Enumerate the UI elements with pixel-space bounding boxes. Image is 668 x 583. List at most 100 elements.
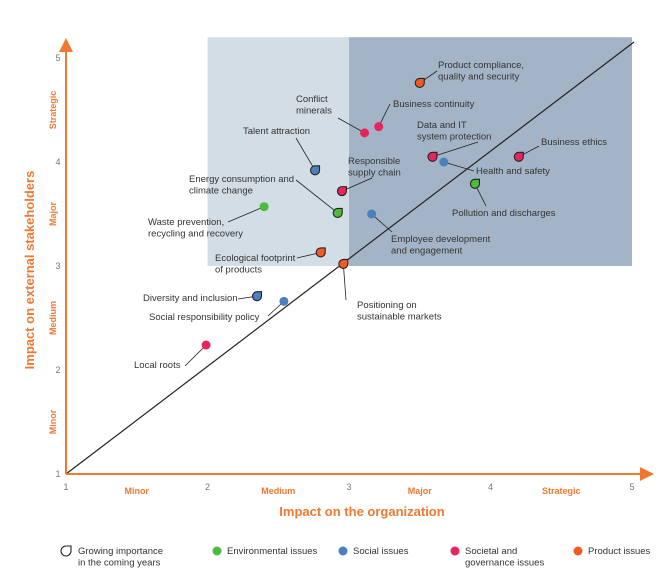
issue-point (267, 296, 289, 317)
issue-label: Talent attraction (243, 126, 310, 137)
issue-label-line: climate change (189, 185, 253, 196)
issue-label-line: Energy consumption and (189, 174, 294, 185)
issue-point (295, 137, 321, 176)
issue-label: Diversity and inclusion (143, 293, 238, 304)
issue-point (414, 70, 438, 88)
legend-societal-label: Societal and governance issues (465, 546, 544, 568)
issue-label-line: Responsible (348, 156, 400, 167)
x-category-label-line: Major (408, 486, 433, 496)
y-tick-label-line: 4 (55, 157, 60, 167)
issue-label-line: Conflict (296, 94, 328, 105)
x-tick-label: 3 (346, 482, 351, 492)
legend-product-label-line: Product issues (588, 546, 651, 557)
issue-label-line: of products (215, 264, 262, 275)
legend-societal-marker (450, 546, 460, 556)
issue-label-line: Local roots (134, 360, 181, 371)
issue-label-line: Social responsibility policy (149, 312, 260, 323)
legend-product-label: Product issues (588, 546, 651, 557)
legend-societal-label-line: Societal and (465, 546, 517, 557)
y-tick-label: 2 (55, 365, 60, 375)
leader-line (295, 179, 338, 214)
x-category-label-line: Strategic (542, 486, 581, 496)
legend-growing-label: Growing importance in the coming years (78, 546, 163, 568)
issue-marker (201, 340, 211, 350)
y-axis-title: Impact on external stakeholders (22, 171, 37, 370)
issue-label-line: Employee development (391, 234, 491, 245)
leader-line (432, 141, 479, 158)
x-category-label: Medium (261, 486, 295, 496)
y-category-label-line: Medium (48, 301, 58, 335)
legend-social-label-line: Social issues (353, 546, 409, 557)
issue-label-line: recycling and recovery (148, 228, 243, 239)
legend-environmental-label-line: Environmental issues (227, 546, 318, 557)
issue-label: Responsible supply chain (348, 156, 401, 178)
legend-growing-label-line: Growing importance (78, 546, 163, 557)
issue-point (469, 178, 487, 207)
issue-label: Product compliance, quality and security (438, 60, 524, 82)
issue-label: Data and IT system protection (417, 120, 491, 142)
issue-marker (259, 202, 269, 212)
issue-point (338, 258, 349, 301)
issue-point (367, 209, 393, 233)
growing-issue-marker (414, 77, 425, 88)
issue-label: Social responsibility policy (149, 312, 260, 323)
y-category-label: Minor (48, 409, 58, 434)
issue-point (513, 145, 540, 162)
x-tick-label: 2 (205, 482, 210, 492)
legend-product-marker (573, 546, 583, 556)
issue-label: Employee development and engagement (391, 234, 491, 256)
issue-label-line: and engagement (391, 245, 463, 256)
issue-label: Local roots (134, 360, 181, 371)
issue-point (336, 177, 373, 197)
issue-label-line: Health and safety (476, 166, 550, 177)
issue-label: Business ethics (541, 137, 607, 148)
legend-environmental-marker (212, 546, 222, 556)
issue-label: Business continuity (393, 99, 475, 110)
x-category-label: Strategic (542, 486, 581, 496)
y-category-label-line: Minor (48, 409, 58, 434)
issue-label: Waste prevention, recycling and recovery (148, 217, 243, 239)
x-tick-label-line: 4 (488, 482, 493, 492)
x-tick-label-line: 1 (63, 482, 68, 492)
issue-label-line: sustainable markets (357, 311, 442, 322)
issue-label-line: minerals (296, 105, 332, 116)
x-category-label-line: Medium (261, 486, 295, 496)
legend-growing-label-line: in the coming years (78, 557, 161, 568)
y-category-label-line: Strategic (48, 91, 58, 130)
issue-label-line: Waste prevention, (148, 217, 224, 228)
issue-label-line: quality and security (438, 71, 520, 82)
leader-line (227, 206, 265, 223)
legend (60, 545, 583, 557)
growing-issue-marker (427, 151, 438, 162)
legend-societal-label-line: governance issues (465, 557, 544, 568)
x-tick-label: 5 (629, 482, 634, 492)
issue-point (427, 141, 479, 162)
y-category-label: Medium (48, 301, 58, 335)
zone-0 (207, 37, 349, 267)
issue-label-line: Business continuity (393, 99, 475, 110)
issue-point (295, 179, 343, 218)
growing-issue-marker (469, 178, 480, 189)
x-tick-label-line: 3 (346, 482, 351, 492)
x-tick-label-line: 2 (205, 482, 210, 492)
x-tick-label: 4 (488, 482, 493, 492)
leader-line (342, 263, 347, 301)
issue-point (337, 117, 370, 138)
growing-issue-marker (310, 165, 321, 176)
growing-issue-marker (338, 258, 349, 269)
y-tick-label: 3 (55, 261, 60, 271)
issue-point (374, 103, 391, 132)
x-axis-arrow (640, 467, 654, 481)
leader-line (295, 137, 316, 171)
issue-point (296, 247, 326, 259)
issue-label: Energy consumption and climate change (189, 174, 294, 196)
issue-label-line: Ecological footprint (215, 253, 296, 264)
growing-issue-marker (332, 207, 343, 218)
issue-point (439, 157, 475, 172)
issue-label-line: Data and IT (417, 120, 467, 131)
growing-issue-marker (251, 291, 263, 302)
issue-label-line: Business ethics (541, 137, 607, 148)
issue-label: Positioning on sustainable markets (357, 300, 442, 322)
x-tick-label-line: 5 (629, 482, 634, 492)
